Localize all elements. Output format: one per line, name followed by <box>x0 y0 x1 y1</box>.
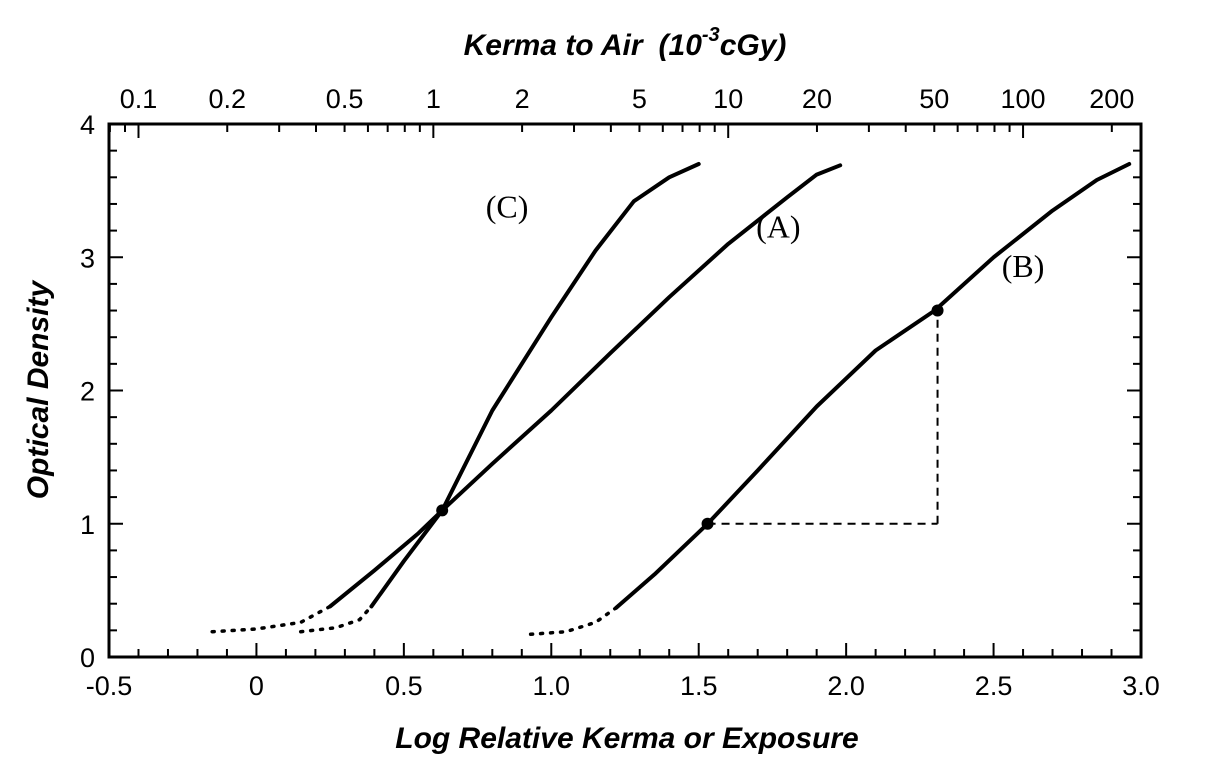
marked-point <box>436 504 449 517</box>
curve-toe-dotted <box>298 604 374 634</box>
curve-line <box>614 162 1132 610</box>
curve-group: (A) <box>210 163 843 634</box>
marked-point <box>931 304 944 317</box>
marked-points <box>436 304 944 530</box>
curve-label: (B) <box>1002 248 1045 284</box>
axes <box>107 122 1143 659</box>
y-tick-label: 3 <box>80 243 95 273</box>
curve-toe-dotted <box>210 604 332 634</box>
marked-point <box>701 517 714 530</box>
x-tick-label: -0.5 <box>86 671 133 701</box>
curve-line <box>328 163 843 609</box>
curve-group: (C) <box>298 162 701 634</box>
curve-line <box>369 162 701 609</box>
top-tick-label: 10 <box>713 84 743 114</box>
y-tick-label: 1 <box>80 510 95 540</box>
top-tick-label: 5 <box>632 84 647 114</box>
top-tick-label: 20 <box>802 84 832 114</box>
plot-frame <box>107 122 1143 659</box>
x-tick-label: 0 <box>249 671 264 701</box>
curve-toe-dotted <box>528 605 618 637</box>
top-tick-label: 50 <box>919 84 949 114</box>
x-tick-label: 1.0 <box>533 671 571 701</box>
y-axis-title: Optical Density <box>22 279 55 499</box>
curves: (A) (B) (C) <box>210 162 1132 637</box>
x-tick-label: 3.0 <box>1122 671 1160 701</box>
top-tick-label: 0.2 <box>208 84 246 114</box>
top-tick-label: 0.5 <box>326 84 364 114</box>
curve-label: (A) <box>756 208 800 244</box>
x-tick-label: 0.5 <box>385 671 423 701</box>
y-tick-label: 0 <box>80 643 95 673</box>
curve-group: (B) <box>528 162 1132 637</box>
curve-label: (C) <box>486 188 529 224</box>
x-tick-label: 1.5 <box>680 671 718 701</box>
top-tick-label: 100 <box>1001 84 1046 114</box>
top-tick-label: 200 <box>1089 84 1134 114</box>
x-tick-label: 2.0 <box>827 671 865 701</box>
y-tick-label: 2 <box>80 377 95 407</box>
top-tick-label: 1 <box>426 84 441 114</box>
top-tick-label: 2 <box>515 84 530 114</box>
x-tick-label: 2.5 <box>975 671 1013 701</box>
top-tick-label: 0.1 <box>120 84 158 114</box>
gradient-guide-lines <box>707 310 939 525</box>
tick-marks <box>108 123 1142 658</box>
y-tick-label: 4 <box>80 110 95 140</box>
top-axis-title: Kerma to Air (10-3cGy) <box>464 24 787 62</box>
x-axis-title: Log Relative Kerma or Exposure <box>395 722 858 755</box>
